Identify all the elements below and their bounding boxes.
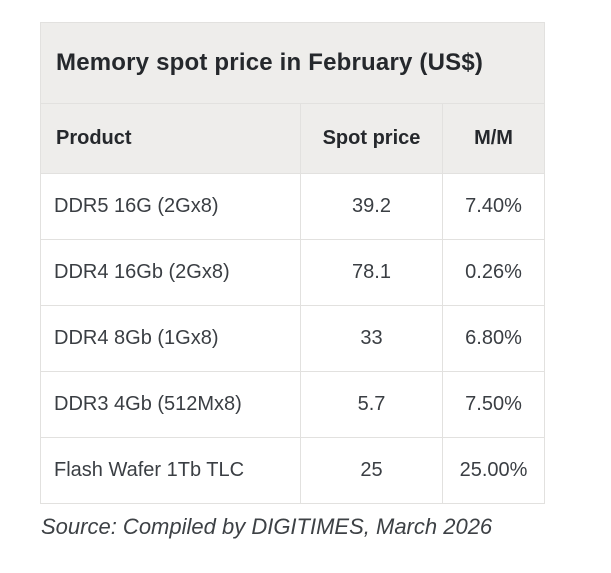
mm-cell: 25.00%	[441, 437, 546, 504]
mm-cell: 0.26%	[441, 239, 546, 306]
product-cell: DDR4 16Gb (2Gx8)	[40, 239, 301, 306]
spot-price-cell: 5.7	[300, 371, 443, 438]
mm-cell: 7.50%	[441, 371, 546, 438]
table-row: DDR5 16G (2Gx8) 39.2 7.40%	[40, 173, 546, 240]
column-header-product: Product	[40, 103, 301, 174]
product-cell: DDR3 4Gb (512Mx8)	[40, 371, 301, 438]
table-row: DDR4 16Gb (2Gx8) 78.1 0.26%	[40, 239, 546, 306]
memory-spot-price-table: Memory spot price in February (US$) Prod…	[39, 22, 546, 504]
mm-cell: 6.80%	[441, 305, 546, 372]
spot-price-cell: 78.1	[300, 239, 443, 306]
table-header-row: Product Spot price M/M	[40, 103, 546, 174]
spot-price-cell: 33	[300, 305, 443, 372]
table-row: Flash Wafer 1Tb TLC 25 25.00%	[40, 437, 546, 504]
spot-price-cell: 39.2	[300, 173, 443, 240]
table-row: DDR3 4Gb (512Mx8) 5.7 7.50%	[40, 371, 546, 438]
table-title-row: Memory spot price in February (US$)	[39, 22, 546, 104]
product-cell: DDR5 16G (2Gx8)	[40, 173, 301, 240]
column-header-spot-price: Spot price	[300, 103, 443, 174]
product-cell: DDR4 8Gb (1Gx8)	[40, 305, 301, 372]
source-attribution: Source: Compiled by DIGITIMES, March 202…	[41, 514, 493, 539]
mm-cell: 7.40%	[441, 173, 546, 240]
column-header-mm: M/M	[441, 103, 546, 174]
product-cell: Flash Wafer 1Tb TLC	[40, 437, 301, 504]
table-row: DDR4 8Gb (1Gx8) 33 6.80%	[40, 305, 546, 372]
table-title: Memory spot price in February (US$)	[39, 22, 546, 104]
memory-spot-price-figure: Memory spot price in February (US$) Prod…	[39, 22, 546, 540]
spot-price-cell: 25	[300, 437, 443, 504]
